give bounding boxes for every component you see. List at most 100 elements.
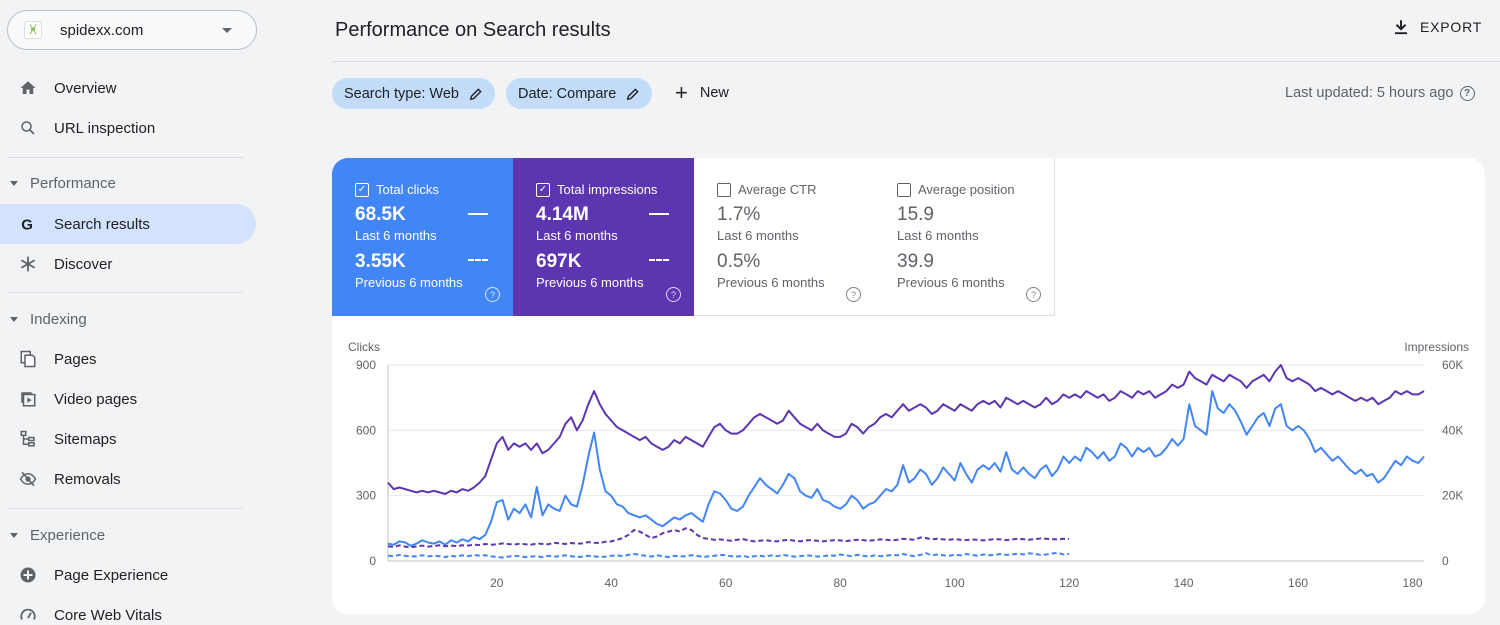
checkbox-checked-icon[interactable]: ✓	[355, 182, 369, 197]
y2-tick-label: 20K	[1442, 489, 1463, 503]
checkbox-unchecked-icon[interactable]	[897, 182, 911, 197]
date-filter-chip[interactable]: Date: Compare	[506, 78, 653, 109]
dropdown-caret-icon	[222, 27, 232, 33]
nav-video-pages[interactable]: Video pages	[0, 379, 256, 419]
metric-current-period: Last 6 months	[897, 228, 979, 243]
metric-previous-period: Previous 6 months	[717, 275, 825, 290]
x-tick-label: 80	[833, 576, 847, 590]
section-performance[interactable]: Performance	[10, 175, 116, 192]
help-icon[interactable]: ?	[846, 287, 861, 302]
metric-current-value: 68.5K	[355, 204, 406, 225]
sitemap-icon	[18, 429, 38, 449]
metric-average-ctr[interactable]: Average CTR 1.7% Last 6 months 0.5% Prev…	[694, 158, 875, 316]
y-axis-label: Clicks	[348, 340, 380, 354]
gauge-icon	[18, 605, 38, 625]
search-type-filter-chip[interactable]: Search type: Web	[332, 78, 495, 109]
collapse-icon	[10, 317, 18, 322]
help-icon[interactable]: ?	[1026, 287, 1041, 302]
svg-text:G: G	[21, 216, 33, 233]
metric-label: Total clicks	[376, 182, 439, 197]
y2-tick-label: 60K	[1442, 358, 1463, 372]
metric-total-clicks[interactable]: ✓ Total clicks 68.5K Last 6 months 3.55K …	[332, 158, 513, 316]
series-line-clicks-previous	[387, 551, 1070, 559]
solid-line-legend-icon	[649, 213, 669, 215]
metric-previous-value: 697K	[536, 251, 582, 272]
y-tick-label: 0	[369, 554, 376, 568]
metric-average-position[interactable]: Average position 15.9 Last 6 months 39.9…	[874, 158, 1055, 316]
metric-previous-period: Previous 6 months	[355, 275, 463, 290]
nav-discover[interactable]: Discover	[0, 244, 256, 284]
section-indexing[interactable]: Indexing	[10, 311, 87, 328]
section-label: Indexing	[30, 311, 87, 328]
nav-label: URL inspection	[54, 119, 156, 137]
pages-icon	[18, 349, 38, 369]
metric-current-period: Last 6 months	[717, 228, 799, 243]
export-label: EXPORT	[1420, 19, 1483, 35]
series-line-impressions-current	[387, 364, 1425, 495]
divider	[7, 508, 243, 509]
y-tick-label: 300	[356, 489, 376, 503]
section-label: Performance	[30, 175, 116, 192]
metric-current-period: Last 6 months	[355, 228, 437, 243]
nav-core-web-vitals[interactable]: Core Web Vitals	[0, 595, 256, 625]
x-tick-label: 180	[1403, 576, 1423, 590]
help-icon[interactable]: ?	[666, 287, 681, 302]
x-tick-label: 160	[1288, 576, 1308, 590]
nav-page-experience[interactable]: Page Experience	[0, 555, 256, 595]
checkbox-unchecked-icon[interactable]	[717, 182, 731, 197]
performance-chart[interactable]: 0 300 600 900 0 20K 40K 60K Clicks Impressions 20 4…	[332, 330, 1482, 600]
nav-label: Removals	[54, 470, 121, 488]
chip-label: Date: Compare	[518, 85, 617, 102]
solid-line-legend-icon	[468, 213, 488, 215]
nav-label: Search results	[54, 215, 150, 233]
metric-label: Average CTR	[738, 182, 817, 197]
help-icon[interactable]: ?	[485, 287, 500, 302]
nav-label: Page Experience	[54, 566, 169, 584]
nav-label: Video pages	[54, 390, 138, 408]
divider	[7, 292, 243, 293]
property-selector[interactable]: ᚸ spidexx.com	[7, 10, 257, 50]
property-name: spidexx.com	[60, 21, 144, 39]
nav-label: Sitemaps	[54, 430, 117, 448]
home-icon	[18, 78, 38, 98]
search-icon	[18, 118, 38, 138]
metric-current-period: Last 6 months	[536, 228, 618, 243]
new-filter-button[interactable]: + New	[675, 82, 729, 104]
nav-url-inspection[interactable]: URL inspection	[0, 108, 256, 148]
metric-total-impressions[interactable]: ✓ Total impressions 4.14M Last 6 months 6…	[513, 158, 694, 316]
x-tick-label: 120	[1059, 576, 1079, 590]
google-g-icon: G	[18, 214, 38, 234]
metric-label: Total impressions	[557, 182, 658, 197]
nav-label: Pages	[54, 350, 97, 368]
section-label: Experience	[30, 527, 106, 544]
checkbox-checked-icon[interactable]: ✓	[536, 182, 550, 197]
help-icon[interactable]: ?	[1459, 85, 1475, 101]
metric-current-value: 1.7%	[717, 204, 761, 225]
metric-current-value: 15.9	[897, 204, 934, 225]
page-title: Performance on Search results	[335, 19, 611, 41]
sidebar: ᚸ spidexx.com Overview URL inspection Pe…	[0, 0, 265, 625]
metric-label: Average position	[918, 182, 1015, 197]
video-page-icon	[18, 389, 38, 409]
metric-previous-period: Previous 6 months	[897, 275, 1005, 290]
last-updated: Last updated: 5 hours ago ?	[1285, 85, 1475, 101]
collapse-icon	[10, 181, 18, 186]
metric-previous-value: 39.9	[897, 251, 934, 272]
nav-removals[interactable]: Removals	[0, 459, 256, 499]
edit-pencil-icon	[627, 87, 639, 100]
dashed-line-legend-icon	[468, 259, 488, 261]
metric-previous-value: 0.5%	[717, 251, 761, 272]
export-button[interactable]: EXPORT	[1392, 18, 1482, 36]
nav-search-results[interactable]: G Search results	[0, 204, 256, 244]
y-tick-label: 900	[356, 358, 376, 372]
x-tick-label: 100	[945, 576, 965, 590]
nav-pages[interactable]: Pages	[0, 339, 256, 379]
nav-label: Core Web Vitals	[54, 606, 162, 624]
section-experience[interactable]: Experience	[10, 527, 105, 544]
x-tick-label: 140	[1174, 576, 1194, 590]
nav-overview[interactable]: Overview	[0, 68, 256, 108]
new-label: New	[699, 85, 729, 101]
eye-off-icon	[18, 469, 38, 489]
series-line-impressions-previous	[387, 527, 1070, 549]
nav-sitemaps[interactable]: Sitemaps	[0, 419, 256, 459]
